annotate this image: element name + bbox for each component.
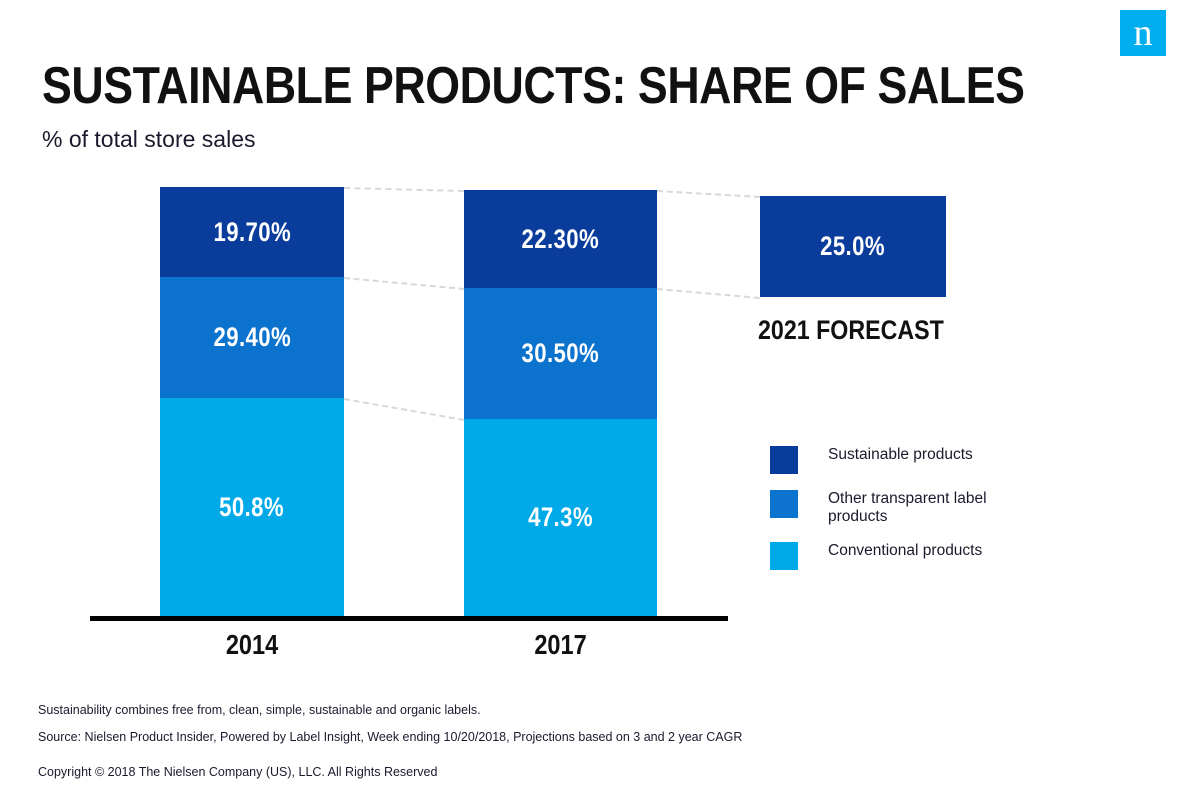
bar-segment-2017-sustainable: 22.30% — [464, 190, 657, 288]
connector-line — [656, 190, 761, 198]
bar-segment-2021-forecast-sustainable: 25.0% — [760, 196, 946, 297]
legend-label: Other transparent label products — [828, 490, 987, 525]
legend-label: Conventional products — [828, 542, 983, 559]
connector-line — [343, 187, 465, 192]
bar-segment-2017-other_transparent: 30.50% — [464, 288, 657, 419]
bar-value-label: 22.30% — [521, 223, 600, 254]
bar-value-label: 29.40% — [213, 322, 291, 352]
x-axis-line — [90, 616, 728, 621]
nielsen-logo-letter: n — [1133, 12, 1153, 54]
x-axis-tick-2017: 2017 — [534, 629, 587, 660]
bar-value-label: 30.50% — [521, 338, 600, 368]
legend-swatch — [770, 446, 798, 474]
nielsen-logo: n — [1120, 10, 1166, 56]
bar-segment-2014-sustainable: 19.70% — [160, 187, 344, 277]
footnote-source: Source: Nielsen Product Insider, Powered… — [38, 730, 743, 744]
forecast-caption: 2021 FORECAST — [758, 315, 944, 345]
bar-segment-2014-conventional: 50.8% — [160, 398, 344, 616]
connector-line — [656, 288, 761, 299]
bar-value-label: 47.3% — [528, 502, 593, 532]
bar-value-label: 25.0% — [820, 231, 886, 261]
legend-swatch — [770, 542, 798, 570]
bar-segment-2014-other_transparent: 29.40% — [160, 277, 344, 398]
legend-item: Conventional products — [770, 542, 982, 570]
page-subtitle: % of total store sales — [42, 126, 256, 152]
legend-label: Sustainable products — [828, 446, 973, 463]
bar-value-label: 19.70% — [213, 216, 291, 247]
connector-line — [343, 277, 465, 290]
legend-swatch — [770, 490, 798, 518]
connector-line — [343, 398, 465, 421]
bar-segment-2017-conventional: 47.3% — [464, 419, 657, 616]
bar-value-label: 50.8% — [219, 491, 285, 522]
x-axis-tick-2014: 2014 — [225, 629, 279, 660]
footnote-definition: Sustainability combines free from, clean… — [38, 703, 481, 717]
footnote-copyright: Copyright © 2018 The Nielsen Company (US… — [38, 765, 438, 779]
legend-item: Sustainable products — [770, 446, 973, 474]
legend-item: Other transparent label products — [770, 490, 1018, 526]
page-title: SUSTAINABLE PRODUCTS: SHARE OF SALES — [42, 57, 1025, 115]
